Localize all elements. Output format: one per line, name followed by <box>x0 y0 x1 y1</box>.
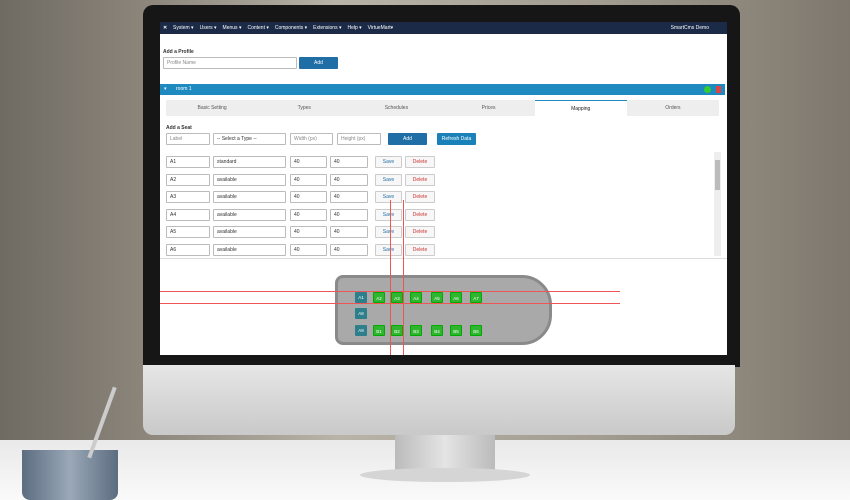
status <box>704 86 711 93</box>
delete-button[interactable]: Delete <box>405 191 435 204</box>
width-input[interactable]: 40 <box>290 244 327 256</box>
site-link[interactable]: SmartCms Demo <box>670 25 709 31</box>
label-input[interactable]: A2 <box>166 173 210 186</box>
menu-item[interactable]: Components ▾ <box>274 25 308 31</box>
type-select[interactable]: available <box>213 191 286 204</box>
type-select[interactable]: standard <box>213 156 286 168</box>
screen: ✕ System ▾ Users ▾ Menus ▾ Content ▾ Compone… <box>160 22 727 355</box>
tab[interactable]: Mapping <box>534 100 627 116</box>
seat[interactable]: B5 <box>450 325 462 336</box>
seat[interactable]: B2 <box>391 325 403 336</box>
label-input[interactable]: A1 <box>166 156 210 168</box>
refresh-button[interactable]: Refresh Data <box>437 133 476 145</box>
width-input[interactable]: 40 <box>290 191 327 204</box>
delete-button[interactable]: Delete <box>405 244 435 256</box>
tab[interactable]: Schedules <box>384 105 409 111</box>
width-input[interactable]: 40 <box>290 226 327 239</box>
save-button[interactable]: Save <box>375 208 402 221</box>
seat-table: A1 standard 40 40 Save Delete A2 available 40 40 S… <box>160 22 727 355</box>
cup <box>22 450 118 500</box>
type-select[interactable]: available <box>213 244 286 256</box>
guide-line <box>403 200 404 355</box>
menu-item[interactable]: Help ▾ <box>347 25 362 31</box>
seat[interactable]: B1 <box>373 325 385 336</box>
height-input[interactable]: 40 <box>330 173 368 186</box>
seat[interactable]: A4 <box>410 292 422 303</box>
divider <box>160 258 727 259</box>
height-input[interactable]: 40 <box>330 191 368 204</box>
tab[interactable]: Orders <box>665 105 681 111</box>
tab[interactable]: Basic Setting <box>197 105 227 111</box>
width-input[interactable]: 40 <box>290 173 327 186</box>
seat[interactable]: A8 <box>355 308 367 319</box>
type-select[interactable]: available <box>213 226 286 239</box>
panel-bar: ▾ room 1 <box>160 84 725 95</box>
tab[interactable]: Prices <box>481 105 496 111</box>
tab[interactable]: Types <box>297 105 311 111</box>
toggle[interactable]: ▾ <box>164 86 167 92</box>
chin <box>143 365 735 435</box>
type-select[interactable]: available <box>213 208 286 221</box>
panel-title: room 1 <box>176 86 192 92</box>
height-input[interactable]: Height (px) <box>337 133 381 145</box>
width-input[interactable]: 40 <box>290 156 327 168</box>
add-button[interactable]: Add <box>299 57 338 69</box>
stand-base <box>360 468 530 482</box>
van <box>335 275 552 345</box>
heading: Add a Seat <box>166 125 192 131</box>
seat[interactable]: B3 <box>410 325 422 336</box>
seat[interactable]: A1 <box>355 292 367 303</box>
seat[interactable]: A3 <box>391 292 403 303</box>
menu-item[interactable]: Users ▾ <box>199 25 217 31</box>
tabs: Basic Setting Types Schedules Prices Mapping… <box>166 100 719 116</box>
guide-line <box>390 200 391 355</box>
scrollbar[interactable] <box>714 152 721 256</box>
seat[interactable]: B4 <box>431 325 443 336</box>
type-select[interactable]: -- Select a Type -- <box>213 133 286 145</box>
heading: Add a Profile <box>163 49 194 55</box>
type-select[interactable]: available <box>213 173 286 186</box>
seat[interactable]: A7 <box>470 292 482 303</box>
label-input[interactable]: Label <box>166 133 210 145</box>
width-input[interactable]: 40 <box>290 208 327 221</box>
height-input[interactable]: 40 <box>330 208 368 221</box>
delete-button[interactable]: Delete <box>405 173 435 186</box>
seat-map: A1 A2 A3 A4 A5 A6 A7 A8 A9 B1 B2 B3 B4 B5 B6 <box>160 22 727 355</box>
save-button[interactable]: Save <box>375 191 402 204</box>
delete-button[interactable]: Delete <box>405 208 435 221</box>
add-button[interactable]: Add <box>388 133 427 145</box>
menu: System ▾ Users ▾ Menus ▾ Content ▾ Component… <box>173 22 393 34</box>
width-input[interactable]: Width (px) <box>290 133 333 145</box>
save-button[interactable]: Save <box>375 226 402 239</box>
menu-item[interactable]: VirtueMart▾ <box>367 25 394 31</box>
menu-item[interactable]: Menus ▾ <box>222 25 242 31</box>
label-input[interactable]: A4 <box>166 208 210 221</box>
height-input[interactable]: 40 <box>330 226 368 239</box>
label-input[interactable]: A3 <box>166 191 210 204</box>
profile-input[interactable]: Profile Name <box>163 57 297 69</box>
save-button[interactable]: Save <box>375 173 402 186</box>
seat[interactable]: A2 <box>373 292 385 303</box>
save-button[interactable]: Save <box>375 156 402 168</box>
menubar: ✕ System ▾ Users ▾ Menus ▾ Content ▾ Compone… <box>160 22 727 34</box>
logo: ✕ <box>163 25 168 31</box>
menu-item[interactable]: Content ▾ <box>247 25 269 31</box>
label-input[interactable]: A6 <box>166 244 210 256</box>
delete-button[interactable]: Delete <box>405 156 435 168</box>
height-input[interactable]: 40 <box>330 244 368 256</box>
delete-icon[interactable] <box>716 86 721 93</box>
menu-item[interactable]: System ▾ <box>173 25 194 31</box>
seat[interactable]: A6 <box>450 292 462 303</box>
stand <box>395 433 495 473</box>
seat[interactable]: A9 <box>355 325 367 336</box>
label-input[interactable]: A5 <box>166 226 210 239</box>
seat[interactable]: B6 <box>470 325 482 336</box>
menu-item[interactable]: Extensions ▾ <box>313 25 342 31</box>
height-input[interactable]: 40 <box>330 156 368 168</box>
seat[interactable]: A5 <box>431 292 443 303</box>
save-button[interactable]: Save <box>375 244 402 256</box>
delete-button[interactable]: Delete <box>405 226 435 239</box>
